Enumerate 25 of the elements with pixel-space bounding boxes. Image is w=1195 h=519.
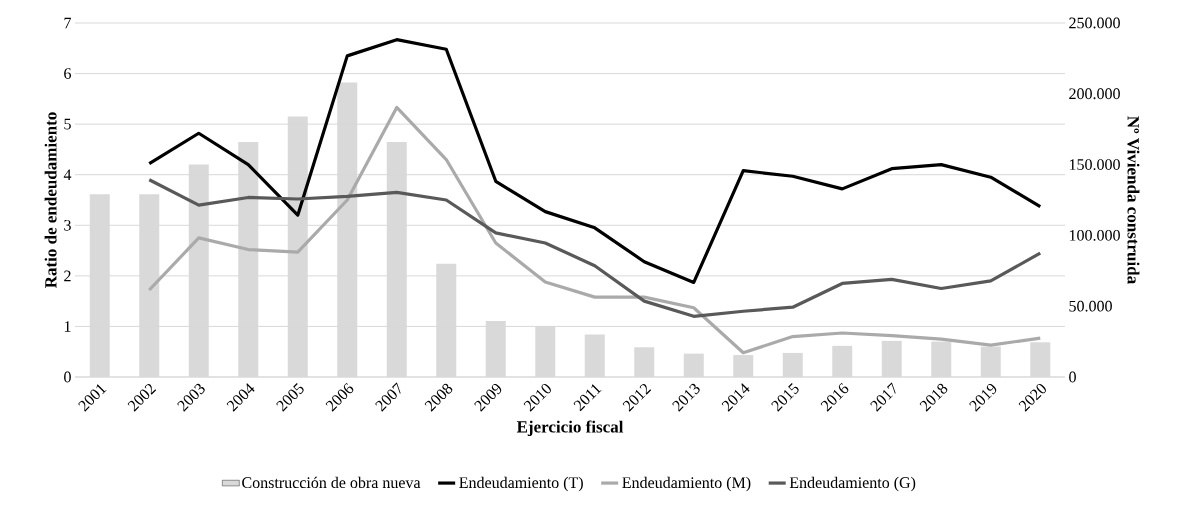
legend-label: Endeudamiento (T) <box>459 476 583 492</box>
legend-label: Construcción de obra nueva <box>242 476 421 489</box>
y-tick-label: 5 <box>64 118 71 130</box>
y-axis-title: Ratio de endeudamiento <box>44 112 57 289</box>
y-tick-label: 7 <box>64 17 72 29</box>
legend-label: Endeudamiento (M) <box>622 476 751 492</box>
y-tick-label: 1 <box>64 321 71 332</box>
y-tick-label: 4 <box>63 169 72 180</box>
line-series <box>147 105 1042 355</box>
y2-tick-label: 200.000 <box>1069 88 1120 100</box>
y2-tick-label: 250.000 <box>1069 17 1120 29</box>
x-tick-label: 2011 <box>573 384 602 412</box>
line-series <box>147 38 1042 285</box>
y2-tick-label: 150.000 <box>1069 159 1120 171</box>
y-tick-label: 0 <box>64 371 71 383</box>
legend-label: Endeudamiento (G) <box>789 476 916 492</box>
y2-tick-label: 100.000 <box>1069 229 1120 241</box>
y-tick-label: 6 <box>64 68 72 79</box>
y-tick-label: 2 <box>64 270 71 282</box>
x-axis-title: Ejercicio fiscal <box>516 420 624 437</box>
y2-axis-title: Nº Vivienda construida <box>1127 116 1140 284</box>
line-series <box>147 178 1042 318</box>
y2-tick-label: 0 <box>1069 371 1076 383</box>
y2-tick-label: 50.000 <box>1069 300 1112 312</box>
y-tick-label: 3 <box>64 219 71 231</box>
